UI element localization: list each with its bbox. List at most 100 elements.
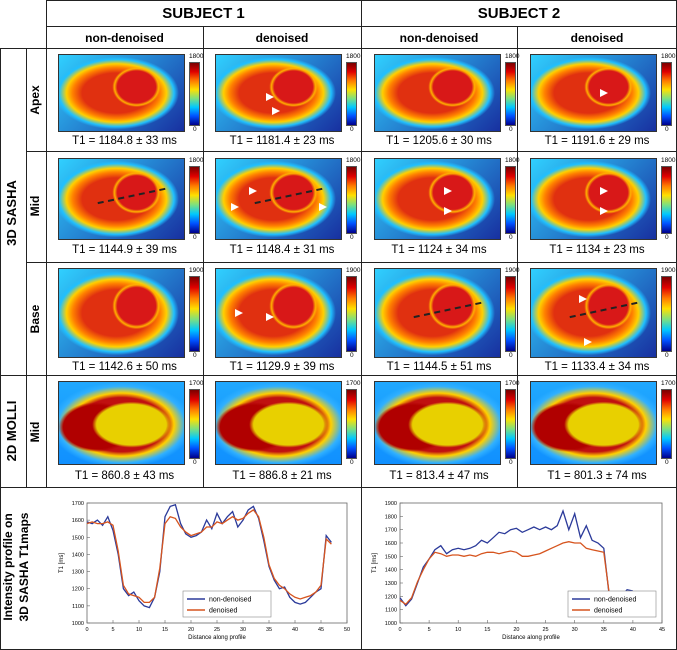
t1-map-base-s2-den	[530, 268, 657, 358]
arrow-icon	[599, 207, 608, 215]
colorbar-min-label: 0	[509, 126, 513, 133]
profile-line-marker	[97, 187, 165, 205]
legend-label: denoised	[209, 608, 238, 615]
profile-line-marker	[569, 301, 637, 318]
arrow-icon	[443, 187, 452, 195]
caption-base-s1-non: T1 = 1142.6 ± 50 ms	[72, 361, 177, 373]
profile-chart-subject1: 1000 1100 1200 1300 1400 1500 1600 1700 0 5 10 15 20…	[59, 501, 350, 641]
colorbar-min-label: 0	[665, 459, 669, 466]
t1-map-apex-s1-non	[58, 54, 185, 132]
colorbar-max-label: 1900	[505, 267, 520, 274]
colorbar-max-label: 1800	[505, 53, 520, 60]
t1-map-base-s1-non	[58, 268, 185, 358]
colorbar-min-label: 0	[665, 352, 669, 359]
series-line-non-denoised	[86, 503, 332, 609]
x-tick-label: 15	[484, 627, 490, 633]
y-tick-label: 1400	[72, 552, 84, 558]
arrow-icon	[443, 207, 452, 215]
colorbar-max-label: 1800	[189, 157, 204, 164]
colorbar-min-label: 0	[193, 126, 197, 133]
colorbar	[505, 62, 516, 126]
legend-label: non-denoised	[209, 597, 252, 604]
colorbar	[661, 62, 672, 126]
x-tick-label: 45	[659, 627, 665, 633]
x-tick-label: 20	[513, 627, 519, 633]
colorbar	[346, 276, 357, 352]
row-label-base: Base	[28, 304, 42, 334]
legend-label: non-denoised	[594, 597, 637, 604]
colorbar-min-label: 0	[193, 459, 197, 466]
arrow-icon	[234, 308, 243, 317]
colorbar-max-label: 1800	[661, 157, 676, 164]
x-tick-label: 30	[572, 627, 578, 633]
colorbar-min-label: 0	[350, 352, 354, 359]
t1-map-base-s2-non	[374, 268, 501, 358]
profile-chart-subject2: 1000 1100 1200 1300 1400 1500 1600 1700 1800 1900…	[372, 501, 665, 641]
colorbar	[661, 389, 672, 459]
colorbar-min-label: 0	[665, 234, 669, 241]
t1-map-apex-s2-den	[530, 54, 657, 132]
t1-map-apex-s2-non	[374, 54, 501, 132]
caption-molli-s1-non: T1 = 860.8 ± 43 ms	[74, 470, 175, 482]
y-tick-label: 1500	[385, 554, 397, 560]
caption-mid-s1-den: T1 = 1148.4 ± 31 ms	[229, 244, 335, 256]
series-line-denoised	[86, 509, 332, 604]
x-tick-label: 35	[601, 627, 607, 633]
colorbar-max-label: 1700	[189, 380, 204, 387]
t1-map-apex-s1-den	[215, 54, 342, 132]
colorbar-max-label: 1800	[505, 157, 520, 164]
colorbar	[346, 62, 357, 126]
x-tick-label: 0	[398, 627, 401, 633]
caption-molli-s2-non: T1 = 813.4 ± 47 ms	[389, 470, 489, 482]
x-axis-label: Distance along profile	[188, 635, 246, 641]
arrow-icon	[583, 337, 592, 346]
row-label-mid-molli: Mid	[28, 421, 42, 443]
x-axis-label: Distance along profile	[502, 635, 560, 641]
x-tick-label: 40	[292, 627, 298, 633]
legend-label: denoised	[594, 608, 623, 615]
x-tick-label: 50	[344, 627, 350, 633]
col-header-s2-non: non-denoised	[399, 31, 479, 45]
y-axis-label: T1 [ms]	[372, 553, 378, 573]
arrow-icon	[578, 295, 587, 304]
caption-apex-s2-den: T1 = 1191.6 ± 29 ms	[544, 135, 650, 147]
arrow-icon	[272, 106, 281, 115]
row-label-profile: Intensity profile on 3D SASHA T1maps	[0, 492, 34, 642]
colorbar	[189, 389, 200, 459]
legend-box	[182, 590, 272, 618]
arrow-icon	[599, 89, 608, 98]
colorbar-min-label: 0	[350, 234, 354, 241]
arrow-icon	[231, 203, 239, 211]
row-label-profile-line2: 3D SASHA T1maps	[17, 512, 31, 622]
arrow-icon	[599, 187, 608, 195]
t1-map-mid-s1-den	[215, 158, 342, 240]
col-header-s1-den: denoised	[255, 31, 309, 45]
colorbar	[189, 276, 200, 352]
colorbar	[661, 276, 672, 352]
x-tick-label: 20	[188, 627, 194, 633]
col-header-s2-den: denoised	[570, 31, 624, 45]
caption-apex-s2-non: T1 = 1205.6 ± 30 ms	[386, 135, 492, 147]
t1-map-molli-s2-non	[374, 381, 501, 465]
y-tick-label: 1900	[385, 501, 397, 507]
y-tick-label: 1200	[385, 594, 397, 600]
x-tick-label: 40	[630, 627, 636, 633]
colorbar	[661, 166, 672, 234]
row-label-mid: Mid	[28, 195, 42, 217]
colorbar-min-label: 0	[193, 234, 197, 241]
y-axis-label: T1 [ms]	[59, 553, 65, 573]
x-tick-label: 25	[214, 627, 220, 633]
colorbar	[346, 166, 357, 234]
series-line-denoised	[399, 541, 634, 606]
x-tick-label: 25	[542, 627, 548, 633]
group-label-2d-molli: 2D MOLLI	[4, 400, 19, 462]
profile-line-marker	[254, 187, 322, 205]
colorbar-min-label: 0	[509, 352, 513, 359]
row-label-profile-line1: Intensity profile on	[1, 513, 15, 621]
y-tick-label: 1200	[72, 587, 84, 593]
group-label-3d-sasha: 3D SASHA	[4, 180, 19, 246]
x-tick-label: 0	[85, 627, 88, 633]
y-tick-label: 1000	[385, 621, 397, 627]
x-tick-label: 15	[162, 627, 168, 633]
y-tick-label: 1700	[72, 501, 84, 507]
